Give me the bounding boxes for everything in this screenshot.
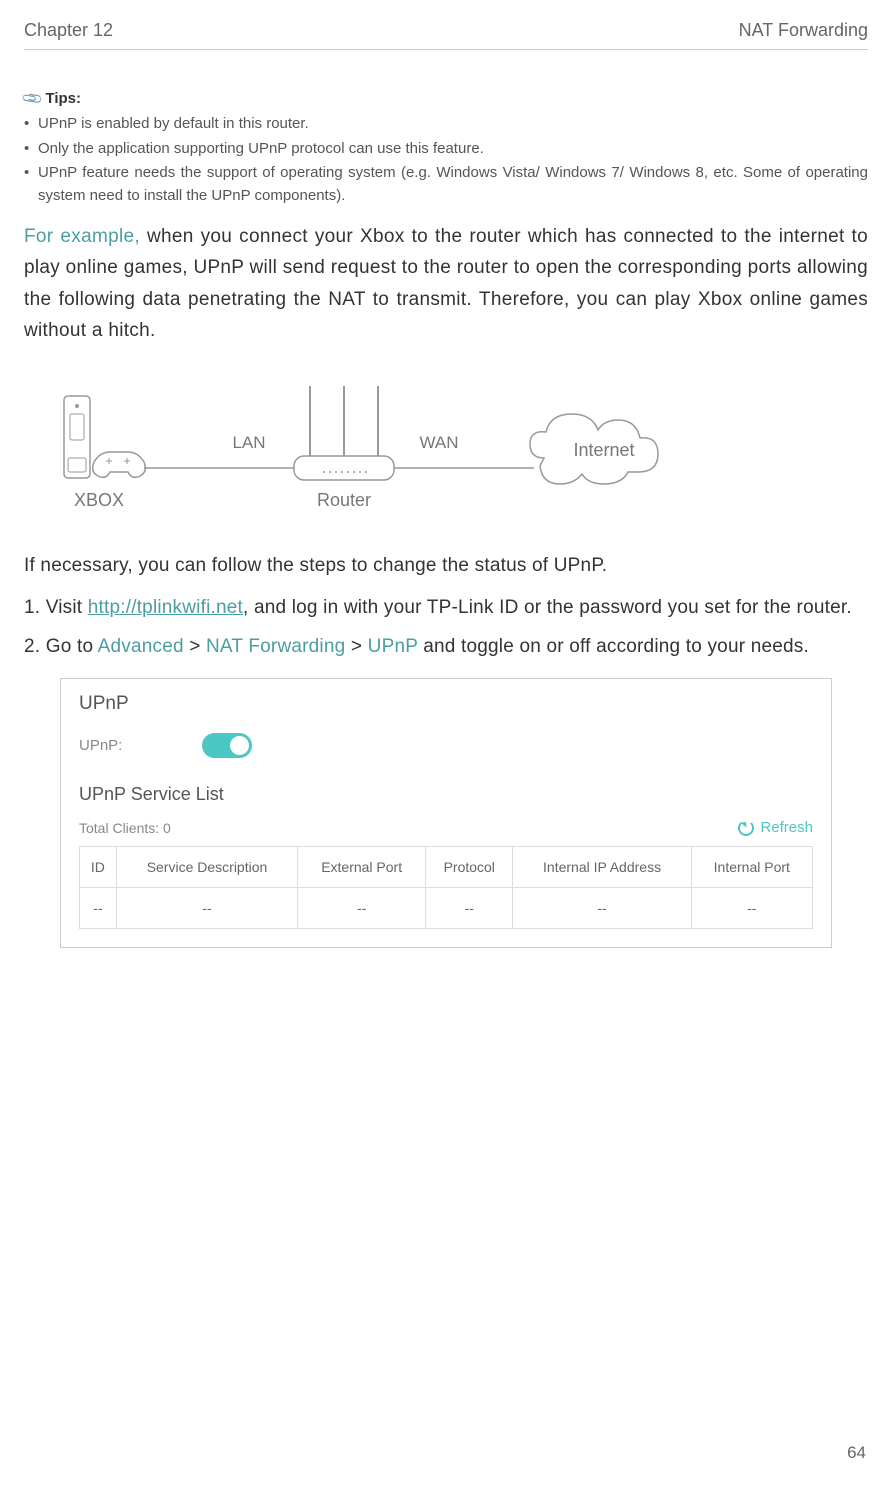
upnp-panel: UPnP UPnP: UPnP Service List Total Clien… xyxy=(60,678,832,948)
step-2: 2. Go to Advanced > NAT Forwarding > UPn… xyxy=(24,631,868,662)
internet-label: Internet xyxy=(573,440,634,460)
example-paragraph: For example, when you connect your Xbox … xyxy=(24,221,868,346)
col-internal-ip: Internal IP Address xyxy=(513,847,691,888)
nav-advanced: Advanced xyxy=(98,636,184,657)
steps-intro: If necessary, you can follow the steps t… xyxy=(24,551,868,581)
step-text: , and log in with your TP-Link ID or the… xyxy=(243,597,852,618)
upnp-toggle[interactable] xyxy=(202,733,252,758)
router-url-link[interactable]: http://tplinkwifi.net xyxy=(88,597,243,618)
table-row: -- -- -- -- -- -- xyxy=(80,888,813,929)
refresh-icon xyxy=(738,820,754,836)
refresh-button[interactable]: Refresh xyxy=(738,819,813,836)
tip-item: UPnP feature needs the support of operat… xyxy=(24,162,868,207)
upnp-toggle-row: UPnP: xyxy=(79,733,813,758)
network-diagram: XBOX LAN Router WAN Internet xyxy=(24,376,724,526)
upnp-toggle-label: UPnP: xyxy=(79,737,122,754)
panel-title: UPnP xyxy=(79,693,813,715)
tips-heading: 📎 Tips: xyxy=(24,90,868,107)
col-service-desc: Service Description xyxy=(116,847,298,888)
col-id: ID xyxy=(80,847,117,888)
tips-list: UPnP is enabled by default in this route… xyxy=(24,113,868,207)
page-number: 64 xyxy=(847,1443,866,1463)
step-text: and toggle on or off according to your n… xyxy=(418,636,809,657)
total-clients: Total Clients: 0 xyxy=(79,820,171,836)
nav-upnp: UPnP xyxy=(368,636,418,657)
xbox-label: XBOX xyxy=(74,490,124,510)
chapter-label: Chapter 12 xyxy=(24,20,113,41)
col-protocol: Protocol xyxy=(426,847,513,888)
table-header-row: ID Service Description External Port Pro… xyxy=(80,847,813,888)
service-table: ID Service Description External Port Pro… xyxy=(79,846,813,929)
step-text: Go to xyxy=(46,636,98,657)
lan-label: LAN xyxy=(232,433,265,452)
col-external-port: External Port xyxy=(298,847,426,888)
service-list-bar: Total Clients: 0 Refresh xyxy=(79,819,813,836)
example-text: when you connect your Xbox to the router… xyxy=(24,226,868,341)
example-lead: For example, xyxy=(24,226,140,247)
step-1: 1. Visit http://tplinkwifi.net, and log … xyxy=(24,592,868,623)
router-label: Router xyxy=(317,490,371,510)
section-label: NAT Forwarding xyxy=(739,20,868,41)
paperclip-icon: 📎 xyxy=(21,86,45,110)
step-text: Visit xyxy=(46,597,88,618)
tip-item: UPnP is enabled by default in this route… xyxy=(24,113,868,136)
step-num: 2. xyxy=(24,636,46,657)
tip-item: Only the application supporting UPnP pro… xyxy=(24,138,868,161)
nav-nat-forwarding: NAT Forwarding xyxy=(206,636,345,657)
service-list-title: UPnP Service List xyxy=(79,784,813,805)
refresh-label: Refresh xyxy=(760,819,813,836)
page-header: Chapter 12 NAT Forwarding xyxy=(24,20,868,50)
tips-label-text: Tips: xyxy=(45,90,81,107)
wan-label: WAN xyxy=(419,433,458,452)
step-num: 1. xyxy=(24,597,46,618)
col-internal-port: Internal Port xyxy=(691,847,812,888)
